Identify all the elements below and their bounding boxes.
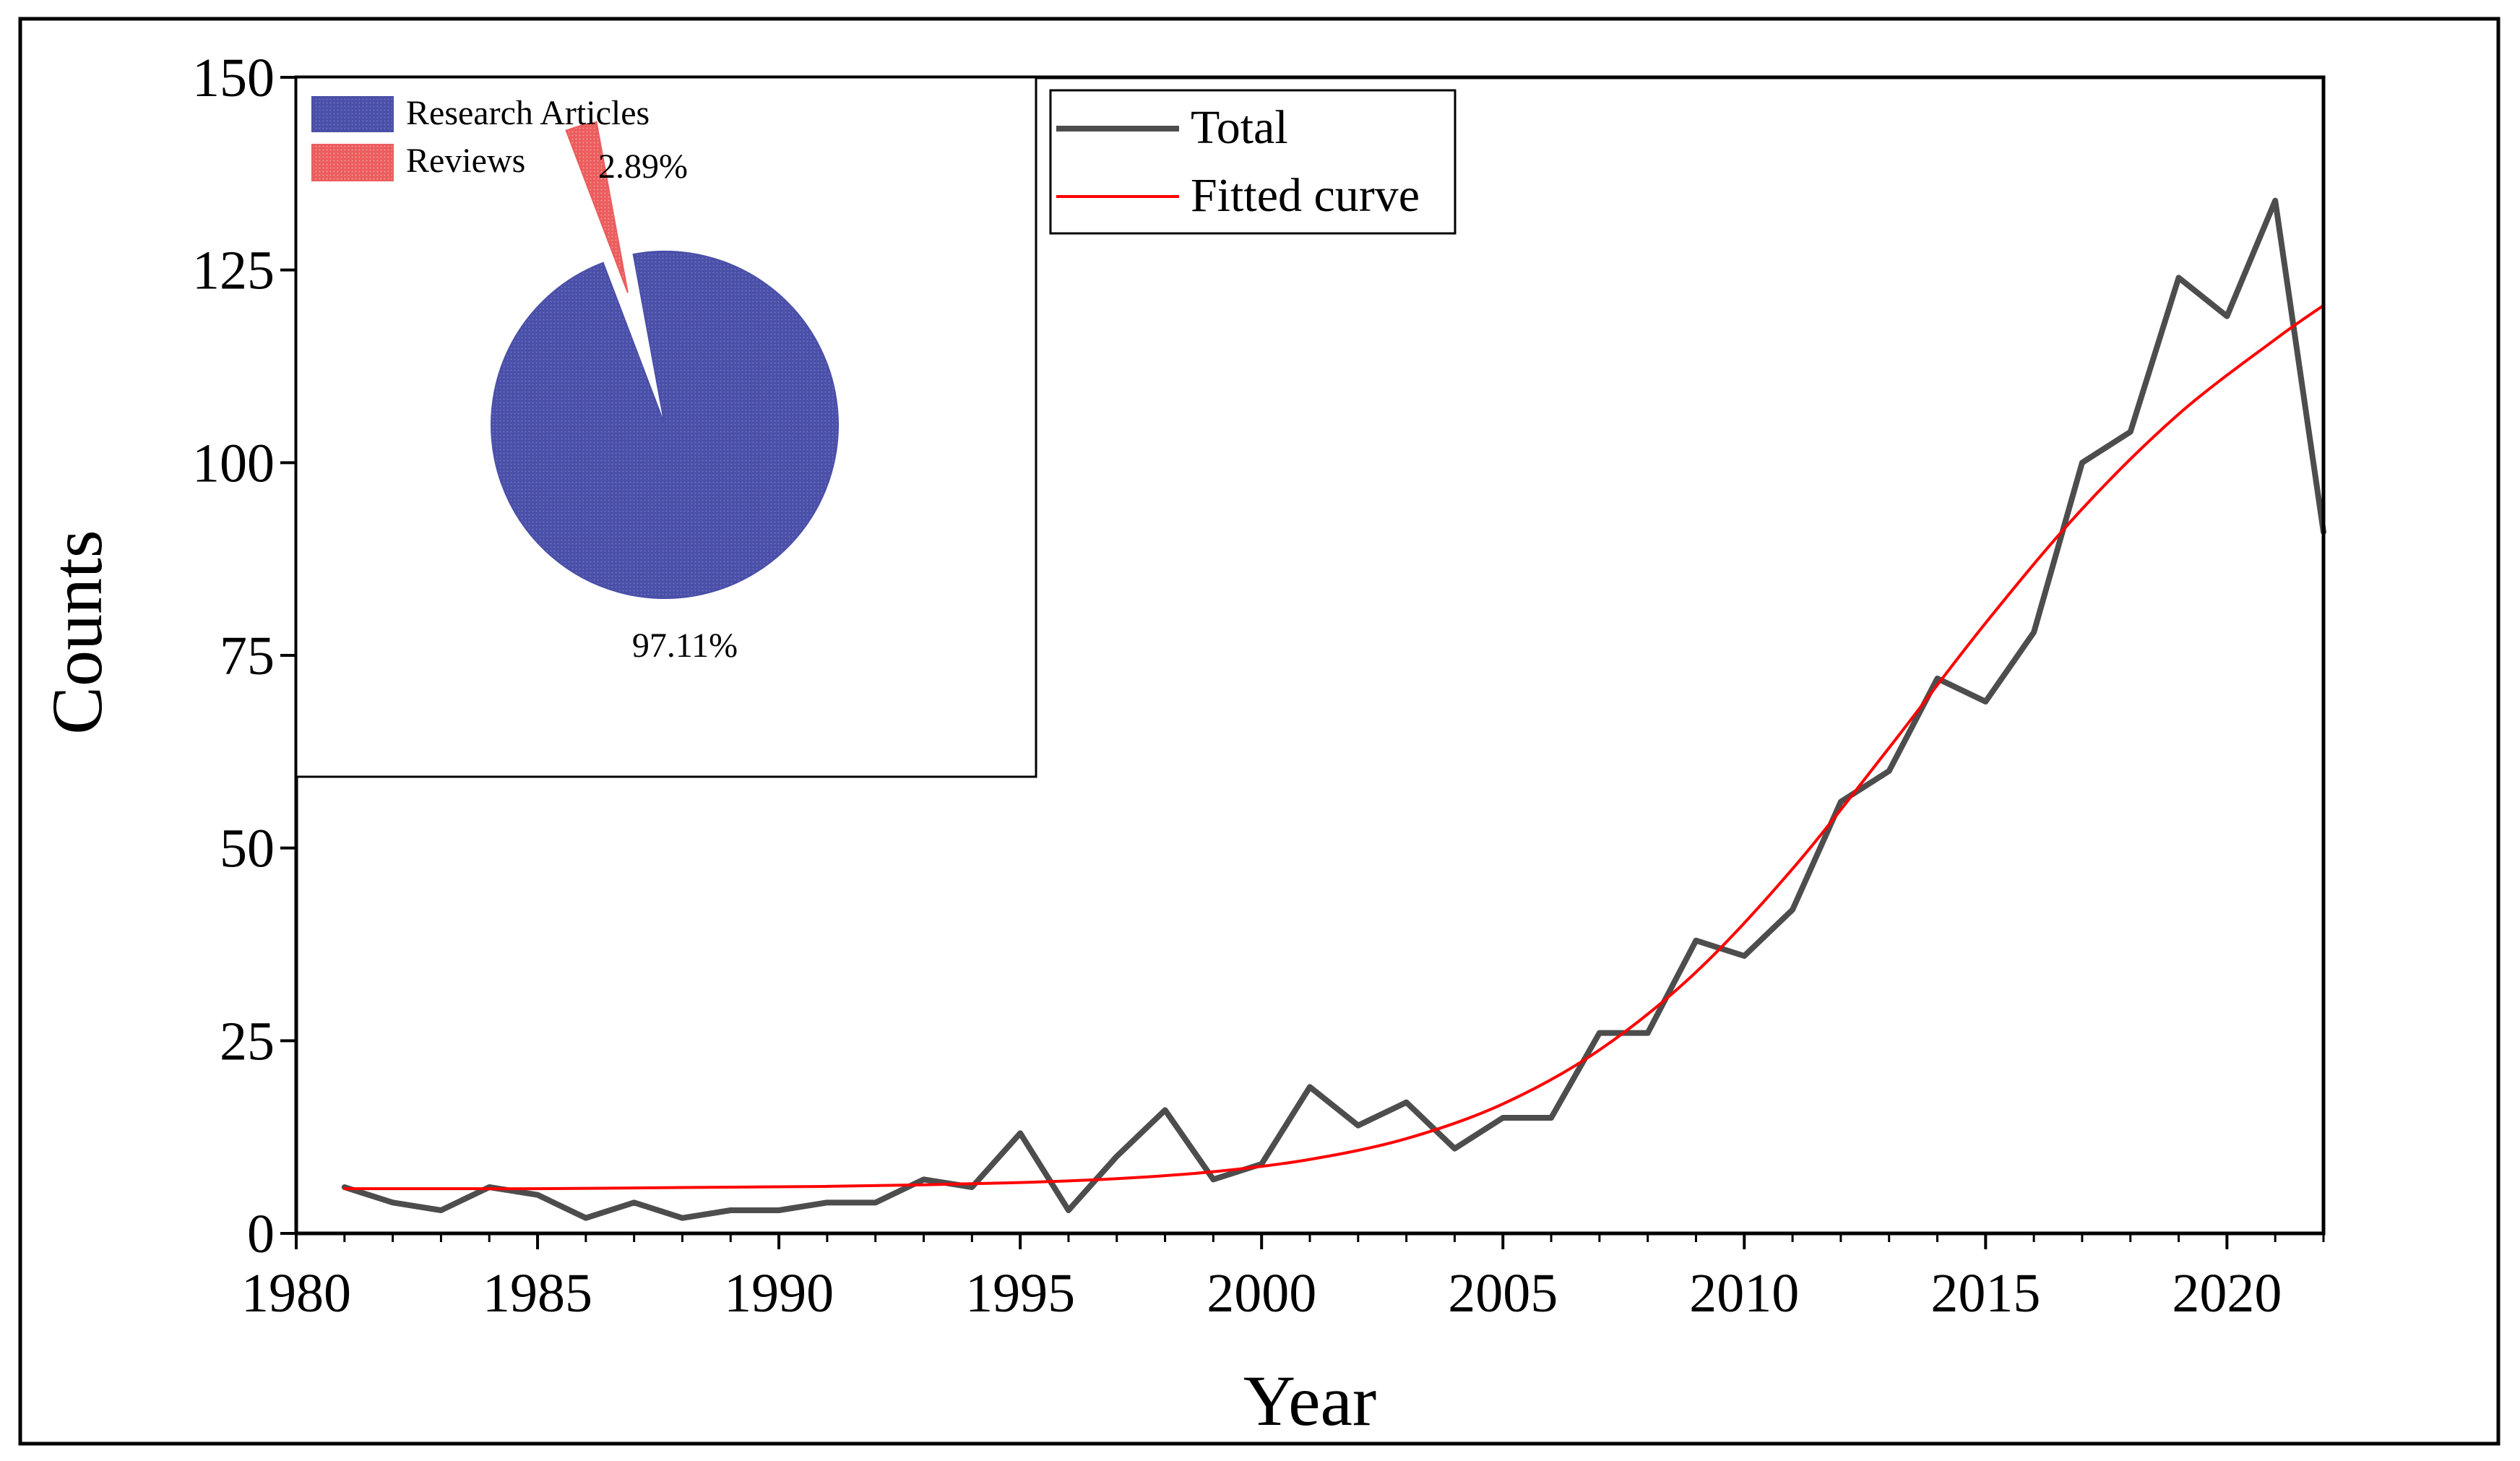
pie-legend-label-research-articles: Research Articles <box>406 94 650 132</box>
x-tick-label: 2020 <box>2172 1263 2282 1324</box>
x-tick-label: 2000 <box>1207 1263 1316 1324</box>
y-tick-label: 75 <box>220 626 275 686</box>
x-tick-label: 1995 <box>965 1263 1075 1324</box>
y-tick-label: 100 <box>192 433 275 494</box>
y-axis-label: Counts <box>37 530 117 734</box>
x-axis-label: Year <box>1243 1361 1376 1441</box>
pie-slice-research-articles <box>491 251 839 599</box>
x-tick-label: 2010 <box>1689 1263 1799 1324</box>
main-chart: 0 25 50 75 100 125 150 1980 1985 1990 1995 2000 200… <box>37 48 2326 1441</box>
line-legend-box <box>1049 89 1457 235</box>
series-layer <box>341 197 2326 1221</box>
y-axis: 0 25 50 75 100 125 150 <box>192 48 296 1264</box>
x-tick-label: 2015 <box>1930 1263 2040 1324</box>
series-line-fitted-curve <box>342 303 2325 1191</box>
pie-legend-swatch-research-articles <box>311 96 394 132</box>
pie-inset: Research Articles Reviews 2.89% 97.11% <box>295 76 1037 778</box>
x-axis: 1980 1985 1990 1995 2000 2005 2010 2015 2020 <box>241 1233 2325 1324</box>
pie-label-research-articles: 97.11% <box>632 626 738 665</box>
y-tick-label: 150 <box>192 48 275 108</box>
pie-slice-reviews <box>565 121 629 293</box>
x-tick-label: 1990 <box>724 1263 834 1324</box>
line-legend: Total Fitted curve <box>1049 89 1457 235</box>
legend-label-total: Total <box>1191 101 1288 154</box>
y-tick-label: 25 <box>220 1011 275 1072</box>
y-tick-label: 125 <box>192 241 275 301</box>
pie-legend-swatch-reviews <box>311 144 394 181</box>
legend-label-fitted: Fitted curve <box>1191 169 1420 222</box>
pie-label-reviews: 2.89% <box>598 147 688 186</box>
x-tick-label: 1985 <box>483 1263 592 1324</box>
figure-frame <box>18 17 2500 1446</box>
x-tick-label: 2005 <box>1448 1263 1558 1324</box>
x-tick-label: 1980 <box>241 1263 351 1324</box>
y-tick-label: 50 <box>220 819 275 879</box>
pie-legend-label-reviews: Reviews <box>406 142 525 180</box>
y-tick-label: 0 <box>247 1204 275 1264</box>
pie-layer <box>491 121 839 599</box>
series-line-total <box>341 197 2326 1221</box>
